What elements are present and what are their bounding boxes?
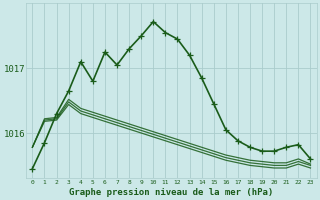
- X-axis label: Graphe pression niveau de la mer (hPa): Graphe pression niveau de la mer (hPa): [69, 188, 274, 197]
